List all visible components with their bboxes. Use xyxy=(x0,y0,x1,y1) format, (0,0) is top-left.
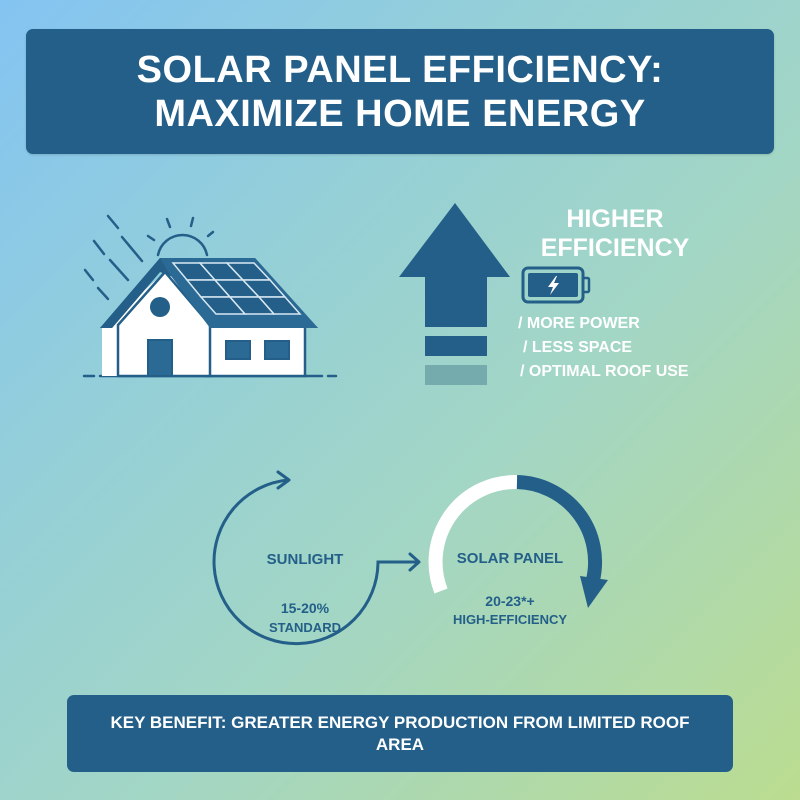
benefit-list: / MORE POWER / LESS SPACE / OPTIMAL ROOF… xyxy=(518,312,689,384)
title-line-1: SOLAR PANEL EFFICIENCY: xyxy=(136,48,664,91)
benefit-more-power: / MORE POWER xyxy=(518,315,640,332)
efficiency-heading: HIGHER EFFICIENCY xyxy=(520,205,710,263)
solar-panel-grid xyxy=(171,262,302,315)
sun-rays-icon xyxy=(83,214,144,301)
sunlight-cycle-arrow xyxy=(212,478,418,646)
title-banner: SOLAR PANEL EFFICIENCY: MAXIMIZE HOME EN… xyxy=(26,29,774,154)
sunlight-sublabel: STANDARD xyxy=(269,620,341,635)
sunlight-label: SUNLIGHT xyxy=(266,551,344,568)
title-line-2: MAXIMIZE HOME ENERGY xyxy=(154,92,646,135)
key-benefit-banner: KEY BENEFIT: GREATER ENERGY PRODUCTION F… xyxy=(67,695,733,772)
cycle-arrows xyxy=(212,470,608,646)
efficiency-heading-line-1: HIGHER xyxy=(566,205,664,233)
arrowhead-icon xyxy=(276,470,291,490)
sunlight-value: 15-20% xyxy=(280,600,330,616)
sun-icon xyxy=(146,216,215,257)
solar-panel-sublabel: HIGH-EFFICIENCY xyxy=(452,612,568,627)
solar-panel-value: 20-23*+ xyxy=(485,593,535,609)
benefit-less-space: / LESS SPACE xyxy=(523,339,633,356)
panel-ring-white xyxy=(428,474,518,594)
efficiency-heading-line-2: EFFICIENCY xyxy=(540,234,690,262)
solar-panel-label: SOLAR PANEL xyxy=(456,550,564,567)
up-arrow-icon xyxy=(399,203,510,385)
battery-charging-icon xyxy=(521,266,591,304)
efficiency-cycle-diagram: SUNLIGHT 15-20% STANDARD SOLAR PANEL 20-… xyxy=(190,460,620,660)
panel-ring-arrowhead-icon xyxy=(580,576,608,608)
panel-ring-blue xyxy=(516,475,602,582)
benefit-optimal-roof-use: / OPTIMAL ROOF USE xyxy=(520,363,689,380)
arrowhead-right-icon xyxy=(408,552,421,572)
key-benefit-text: KEY BENEFIT: GREATER ENERGY PRODUCTION F… xyxy=(110,712,690,754)
house-with-solar-panels-icon xyxy=(82,214,338,378)
